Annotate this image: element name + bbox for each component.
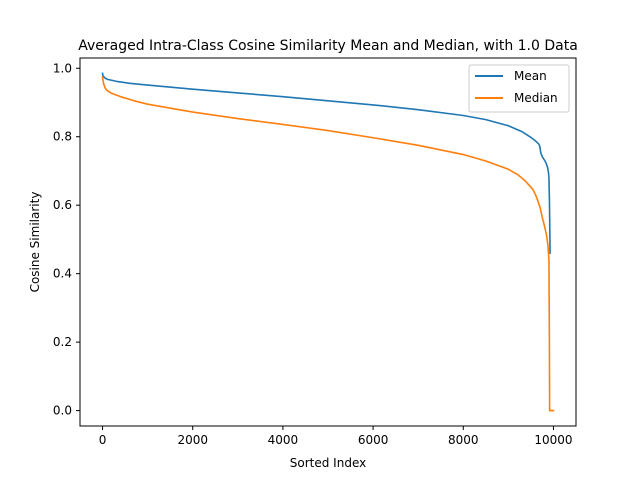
- x-tick-label: 4000: [268, 433, 299, 447]
- legend-label-mean: Mean: [514, 69, 547, 83]
- y-axis: 0.0 0.2 0.4 0.6 0.8 1.0: [53, 61, 80, 418]
- plot-frame: [79, 57, 577, 427]
- y-tick-label: 0.0: [53, 404, 72, 418]
- y-axis-title: Cosine Similarity: [28, 192, 42, 293]
- legend-label-median: Median: [514, 91, 558, 105]
- chart-title: Averaged Intra-Class Cosine Similarity M…: [78, 38, 578, 54]
- y-tick-label: 1.0: [53, 61, 72, 75]
- x-tick-label: 0: [99, 433, 107, 447]
- x-tick-label: 8000: [448, 433, 479, 447]
- legend: Mean Median: [468, 64, 570, 113]
- x-axis: 0 2000 4000 6000 8000 10000: [99, 426, 573, 447]
- y-tick-label: 0.2: [53, 335, 72, 349]
- y-tick-label: 0.4: [53, 267, 72, 281]
- x-tick-label: 6000: [358, 433, 389, 447]
- y-tick-label: 0.6: [53, 198, 72, 212]
- series-line-median: [101, 75, 555, 412]
- series-line-mean: [101, 72, 551, 254]
- x-axis-title: Sorted Index: [290, 456, 366, 470]
- x-tick-label: 2000: [177, 433, 208, 447]
- x-tick-label: 10000: [534, 433, 572, 447]
- y-tick-label: 0.8: [53, 130, 72, 144]
- series-layer: [101, 72, 555, 412]
